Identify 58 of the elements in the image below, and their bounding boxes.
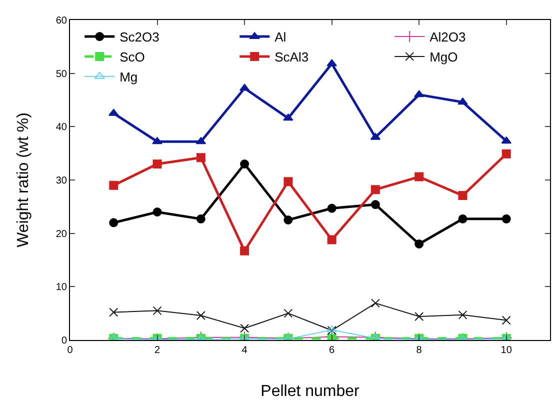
legend-label: MgO	[430, 50, 458, 65]
point	[501, 136, 512, 144]
x-tick-label: 10	[500, 345, 512, 356]
legend-label: ScAl3	[274, 50, 309, 65]
point	[370, 298, 380, 308]
point	[152, 160, 162, 168]
point	[327, 235, 336, 244]
y-tick-label: 40	[56, 122, 68, 134]
point	[109, 308, 118, 317]
point	[458, 190, 468, 200]
point	[458, 214, 468, 224]
point	[284, 308, 293, 318]
point	[284, 216, 293, 224]
point	[414, 172, 424, 182]
y-tick-label: 50	[56, 68, 68, 80]
legend-label: ScO	[120, 50, 145, 65]
y-tick-label: 10	[56, 282, 68, 294]
point	[327, 204, 336, 213]
point	[414, 312, 424, 322]
point	[109, 218, 118, 228]
point	[240, 246, 250, 256]
point	[326, 59, 337, 66]
point	[502, 149, 511, 158]
point	[108, 108, 119, 116]
point	[109, 180, 118, 190]
point	[327, 326, 336, 335]
x-tick-label: 4	[242, 345, 248, 356]
point	[152, 306, 162, 316]
legend-label: Mg	[120, 69, 138, 84]
legend-label: Sc2O3	[120, 30, 160, 45]
point	[196, 310, 206, 320]
point	[458, 310, 468, 320]
x-tick-label: 6	[329, 345, 336, 356]
x-tick-label: 8	[416, 345, 422, 356]
point	[370, 185, 380, 194]
y-tick-label: 60	[56, 16, 68, 26]
point	[283, 114, 294, 121]
point	[502, 316, 511, 325]
point	[152, 208, 162, 216]
y-axis-title: Weight ratio (wt %)	[15, 112, 32, 248]
x-axis-title: Pellet number	[260, 383, 360, 400]
point	[240, 324, 250, 333]
point	[196, 153, 206, 162]
y-tick-label: 20	[56, 228, 68, 240]
point	[196, 214, 206, 224]
point	[502, 214, 511, 224]
point	[152, 137, 162, 144]
y-tick-label: 30	[56, 176, 68, 186]
x-tick-label: 2	[154, 345, 160, 356]
point	[414, 240, 424, 248]
point	[326, 325, 337, 332]
legend-label: Al	[274, 30, 286, 45]
y-tick-label: 0	[61, 336, 68, 346]
point	[370, 200, 380, 210]
point	[240, 160, 250, 168]
point	[458, 98, 468, 105]
point	[284, 177, 293, 186]
legend-label: Al2O3	[430, 30, 466, 45]
